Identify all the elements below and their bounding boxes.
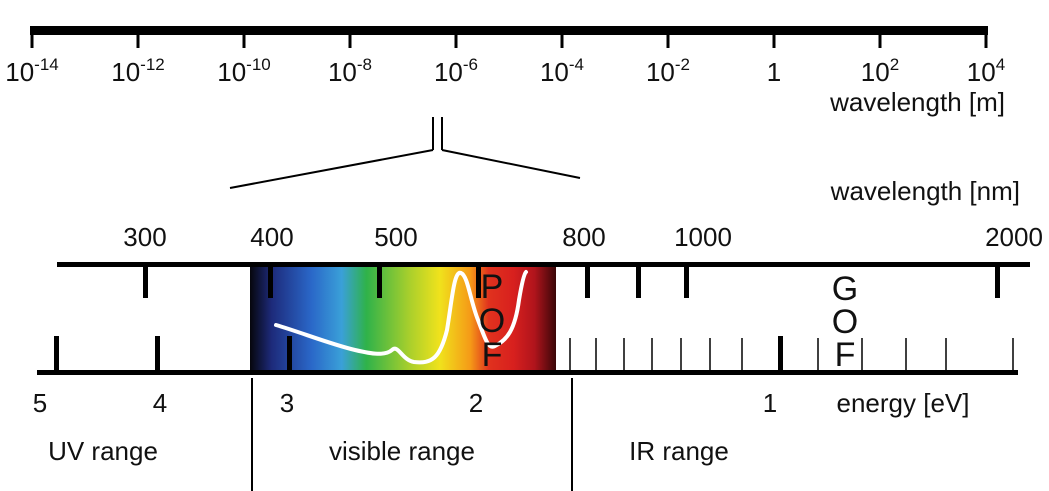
tick-label-base: 10	[5, 57, 34, 87]
tick-label-base: 10	[540, 57, 569, 87]
tick-label-base: 10	[861, 57, 890, 87]
ev-tick	[778, 336, 783, 371]
nm-tick	[268, 266, 273, 298]
tick-label-exponent: -14	[34, 55, 59, 74]
top-scale-ticks: 10-14 10-12 10-10 10-8 10-6 10-4 10-2 1 102 104	[5, 34, 1005, 87]
nm-tick-label: 400	[250, 222, 293, 252]
top-scale-tick-label: 10-6	[434, 55, 478, 87]
tick-label-base: 10	[434, 57, 463, 87]
ev-tick-label: 5	[33, 388, 47, 418]
lower-scale-bar	[37, 370, 1018, 375]
ev-tick	[155, 336, 160, 371]
top-scale-tick	[878, 34, 882, 48]
top-scale-tick-label: 1	[767, 57, 781, 87]
tick-label-base: 10	[646, 57, 675, 87]
nm-tick-label: 800	[562, 222, 605, 252]
tick-label-base: 10	[328, 57, 357, 87]
nm-unit-label: wavelength [nm]	[830, 176, 1020, 206]
zoom-line-left-diagonal	[229, 149, 434, 189]
nm-tick	[636, 266, 641, 298]
top-scale-unit-label: wavelength [m]	[829, 87, 1005, 117]
tick-label-exponent: -12	[140, 55, 165, 74]
top-scale-tick-label: 10-8	[328, 55, 372, 87]
top-scale-tick-label: 10-14	[5, 55, 59, 87]
upper-nm-ticks	[143, 266, 1000, 298]
ev-tick-label: 1	[763, 388, 777, 418]
range-dividers	[251, 378, 573, 491]
ev-tick-labels: 5 4 3 2 1 energy [eV]	[33, 388, 970, 418]
top-scale-tick	[348, 34, 352, 48]
ev-unit-label: energy [eV]	[837, 388, 970, 418]
tick-label-exponent: -10	[246, 55, 271, 74]
nm-tick-label: 300	[123, 222, 166, 252]
top-scale-tick-label: 104	[967, 55, 1005, 87]
upper-scale-bar	[57, 262, 1030, 267]
nm-tick-label: 2000	[985, 222, 1043, 252]
ev-tick-label: 3	[280, 388, 294, 418]
nm-tick	[995, 266, 1000, 298]
top-scale-tick	[666, 34, 670, 48]
top-scale-tick	[454, 34, 458, 48]
nm-tick	[143, 266, 148, 298]
zoom-line-right-diagonal	[441, 149, 581, 179]
ev-tick-label: 4	[153, 388, 167, 418]
pof-letter: P	[481, 268, 504, 306]
visible-range-label: visible range	[329, 436, 475, 466]
tick-label-base: 10	[967, 57, 996, 87]
tick-label-exponent: -2	[675, 55, 690, 74]
ir-range-label: IR range	[629, 436, 729, 466]
ev-tick-label: 2	[469, 388, 483, 418]
range-labels: UV range visible range IR range	[48, 436, 729, 466]
nm-tick-label: 500	[374, 222, 417, 252]
top-scale-tick-label: 10-2	[646, 55, 690, 87]
gof-label: G O F	[832, 270, 858, 374]
top-scale-tick	[136, 34, 140, 48]
tick-label-exponent: 4	[996, 55, 1005, 74]
tick-label-base: 10	[111, 57, 140, 87]
nm-tick-labels: 300 400 500 800 1000 2000	[123, 222, 1043, 252]
tick-label-exponent: 2	[890, 55, 899, 74]
top-scale-tick-label: 10-12	[111, 55, 165, 87]
pof-attenuation-curve	[274, 270, 528, 365]
gof-letter: G	[832, 270, 858, 308]
nm-tick-label: 1000	[674, 222, 732, 252]
top-wavelength-scale: 10-14 10-12 10-10 10-8 10-6 10-4 10-2 1 102 104 w…	[5, 26, 1005, 117]
gof-letter: F	[835, 336, 856, 374]
gof-letter: O	[832, 303, 858, 341]
top-scale-tick	[560, 34, 564, 48]
ev-tick	[54, 336, 59, 371]
top-scale-tick	[30, 34, 34, 48]
tick-label-base: 1	[767, 57, 781, 87]
pof-letter: F	[482, 336, 503, 374]
lower-ev-major-ticks	[54, 336, 783, 371]
nm-tick	[684, 266, 689, 298]
nm-tick	[585, 266, 590, 298]
nm-tick	[377, 266, 382, 298]
uv-range-label: UV range	[48, 436, 158, 466]
pof-label: P O F	[479, 268, 505, 374]
tick-label-exponent: -6	[463, 55, 478, 74]
top-scale-tick-label: 10-4	[540, 55, 584, 87]
top-scale-tick	[772, 34, 776, 48]
ev-tick	[287, 336, 292, 371]
lower-ev-minor-ticks	[569, 338, 1014, 370]
pof-letter: O	[479, 302, 505, 340]
tick-label-exponent: -4	[569, 55, 584, 74]
tick-label-base: 10	[217, 57, 246, 87]
top-scale-tick	[984, 34, 988, 48]
top-scale-tick	[242, 34, 246, 48]
zoom-connector	[229, 117, 581, 189]
nm-tick	[476, 266, 481, 298]
tick-label-exponent: -8	[357, 55, 372, 74]
top-scale-bar	[30, 26, 988, 35]
top-scale-tick-label: 102	[861, 55, 899, 87]
top-scale-tick-label: 10-10	[217, 55, 271, 87]
